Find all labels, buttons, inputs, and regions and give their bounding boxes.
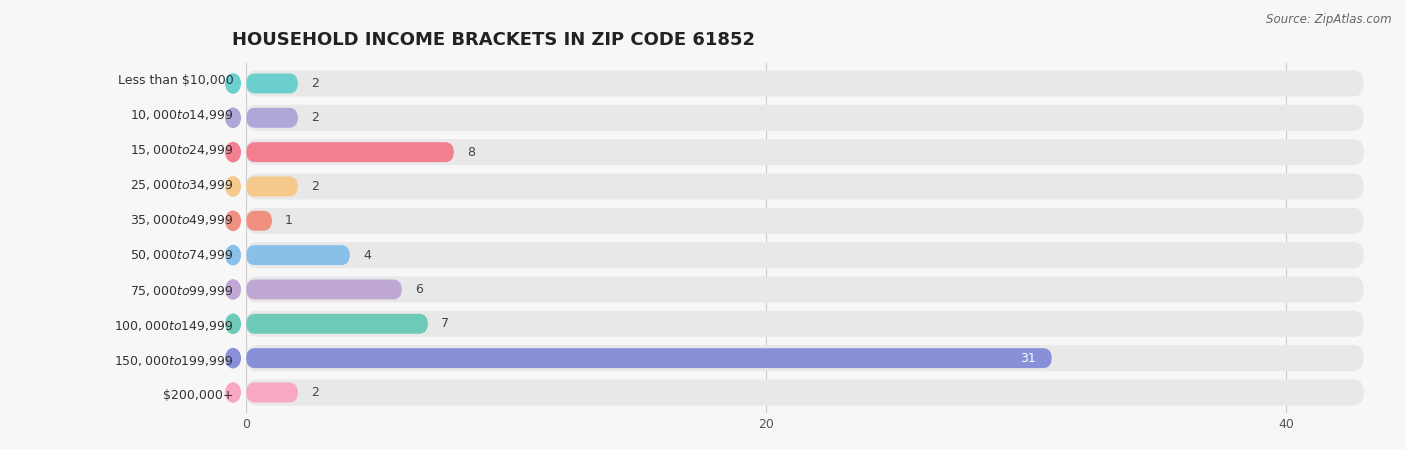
Text: $50,000 to $74,999: $50,000 to $74,999 [131,248,233,263]
FancyBboxPatch shape [246,108,298,128]
Text: 2: 2 [311,77,319,90]
Text: $150,000 to $199,999: $150,000 to $199,999 [114,353,233,368]
Circle shape [226,383,240,402]
Circle shape [226,348,240,368]
Text: 7: 7 [441,317,449,330]
FancyBboxPatch shape [246,314,427,334]
Text: 31: 31 [1021,352,1036,365]
FancyBboxPatch shape [246,280,402,299]
Text: $200,000+: $200,000+ [163,389,233,402]
FancyBboxPatch shape [246,345,1364,371]
Circle shape [226,108,240,128]
Text: $25,000 to $34,999: $25,000 to $34,999 [131,178,233,193]
Text: HOUSEHOLD INCOME BRACKETS IN ZIP CODE 61852: HOUSEHOLD INCOME BRACKETS IN ZIP CODE 61… [232,31,755,49]
Text: 1: 1 [285,214,292,227]
Text: $100,000 to $149,999: $100,000 to $149,999 [114,318,233,333]
Text: 6: 6 [415,283,423,296]
Circle shape [226,74,240,93]
Circle shape [226,142,240,162]
FancyBboxPatch shape [246,208,1364,234]
FancyBboxPatch shape [246,139,1364,165]
FancyBboxPatch shape [246,379,1364,405]
FancyBboxPatch shape [246,142,454,162]
Text: 4: 4 [363,249,371,262]
FancyBboxPatch shape [246,105,1364,131]
Circle shape [226,211,240,230]
Circle shape [226,314,240,334]
FancyBboxPatch shape [246,74,298,93]
Text: 2: 2 [311,111,319,124]
Text: Less than $10,000: Less than $10,000 [118,74,233,87]
Text: $15,000 to $24,999: $15,000 to $24,999 [131,143,233,158]
Text: 2: 2 [311,180,319,193]
FancyBboxPatch shape [246,211,271,231]
Text: 8: 8 [467,145,475,158]
Text: Source: ZipAtlas.com: Source: ZipAtlas.com [1267,13,1392,26]
FancyBboxPatch shape [246,242,1364,268]
Circle shape [226,246,240,265]
FancyBboxPatch shape [246,70,1364,97]
Text: 2: 2 [311,386,319,399]
FancyBboxPatch shape [246,311,1364,337]
Circle shape [226,177,240,196]
Text: $75,000 to $99,999: $75,000 to $99,999 [131,283,233,298]
Text: $10,000 to $14,999: $10,000 to $14,999 [131,108,233,123]
FancyBboxPatch shape [246,348,1052,368]
FancyBboxPatch shape [246,277,1364,303]
FancyBboxPatch shape [246,173,1364,199]
Circle shape [226,280,240,299]
Text: $35,000 to $49,999: $35,000 to $49,999 [131,213,233,228]
FancyBboxPatch shape [246,245,350,265]
FancyBboxPatch shape [246,176,298,196]
FancyBboxPatch shape [246,383,298,402]
